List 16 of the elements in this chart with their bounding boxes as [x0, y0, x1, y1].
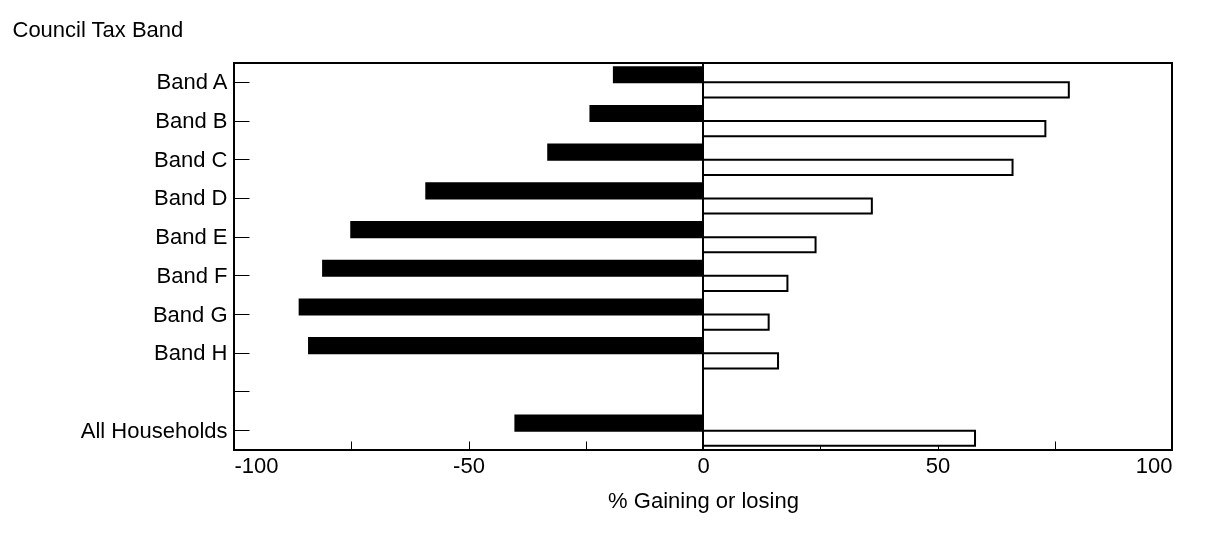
x-tick-label: 50 — [925, 452, 951, 478]
x-tick-label: -50 — [453, 452, 485, 478]
y-tick-label: Band H — [154, 340, 228, 366]
x-tick-label: -100 — [234, 452, 279, 478]
y-tick-label: Band B — [155, 108, 228, 134]
y-tick-label: Band E — [155, 224, 228, 250]
y-tick-label: Band F — [156, 262, 228, 288]
y-tick-label: Band C — [154, 146, 228, 172]
x-axis-title: % Gaining or losing — [608, 487, 799, 513]
y-tick-label: Band D — [154, 185, 228, 211]
x-tick-label: 100 — [1135, 452, 1173, 478]
x-tick-label: 0 — [697, 452, 710, 478]
y-axis-title: Council Tax Band — [12, 16, 184, 42]
y-tick-label: Band A — [156, 69, 228, 95]
y-tick-label: Band G — [152, 301, 228, 327]
y-tick-label: All Households — [80, 417, 228, 443]
